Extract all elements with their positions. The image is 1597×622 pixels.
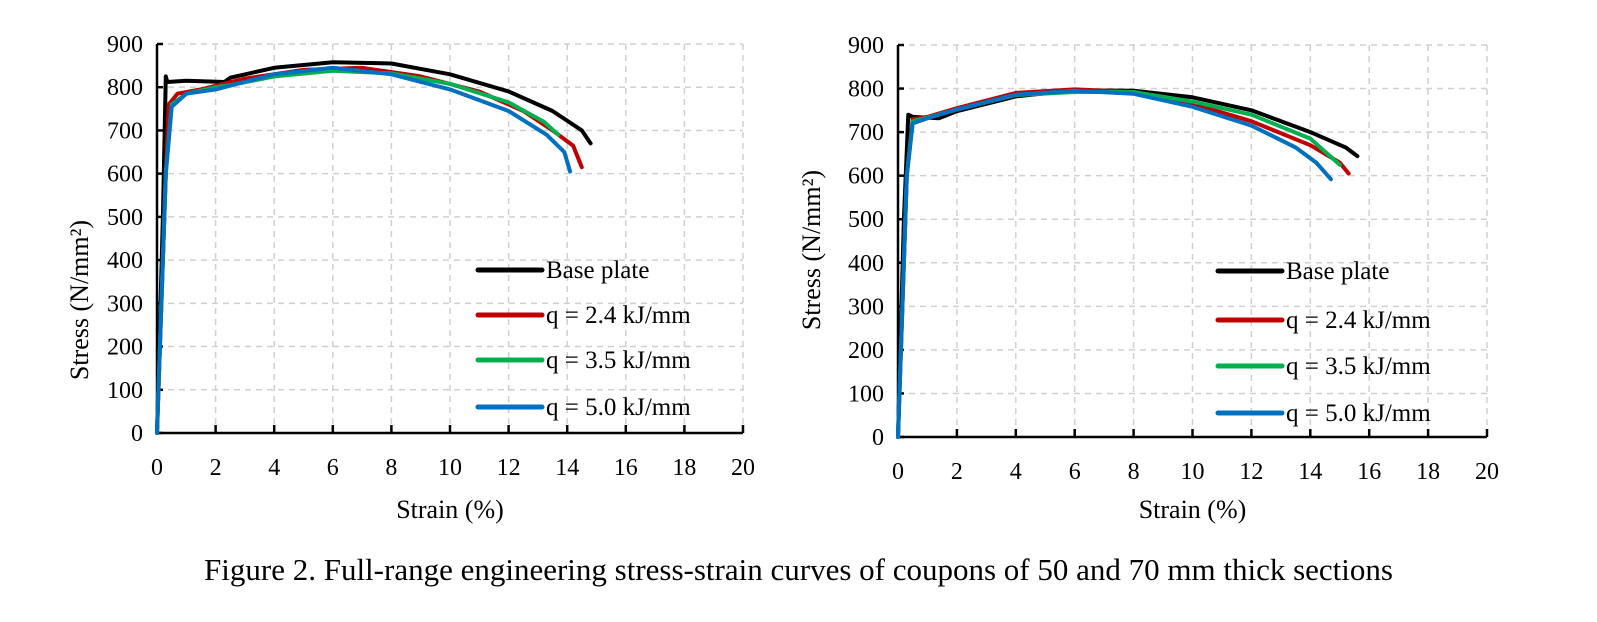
series-line-2 xyxy=(155,65,584,435)
series-line-3 xyxy=(896,90,1342,439)
y-tick-label: 0 xyxy=(872,425,884,451)
x-tick-label: 18 xyxy=(1416,459,1440,485)
x-tick-label: 8 xyxy=(1128,459,1140,485)
x-tick-label: 20 xyxy=(1475,459,1499,485)
y-tick-label: 300 xyxy=(848,294,884,320)
x-tick-label: 2 xyxy=(951,459,963,485)
legend-label: q = 2.4 kJ/mm xyxy=(1286,307,1431,334)
x-tick-label: 6 xyxy=(1069,459,1081,485)
y-tick-label: 100 xyxy=(848,381,884,407)
series-line-4 xyxy=(896,88,1333,439)
y-axis-label: Stress (N/mm²) xyxy=(65,220,94,380)
y-tick-label: 700 xyxy=(848,120,884,146)
y-tick-label: 500 xyxy=(848,207,884,233)
y-tick-label: 900 xyxy=(107,32,143,58)
x-tick-label: 20 xyxy=(731,455,755,481)
chart-panel-1: 0 100 200 300 400 500 600 700 800 900 0 2 4 6 8 10 12 14 1… xyxy=(65,32,755,524)
x-tick-label: 4 xyxy=(1010,459,1022,485)
y-tick-label: 600 xyxy=(107,162,143,188)
x-tick-label: 16 xyxy=(1357,459,1381,485)
legend-label: Base plate xyxy=(1286,258,1389,285)
y-tick-label: 700 xyxy=(107,118,143,144)
x-tick-label: 10 xyxy=(1181,459,1205,485)
legend-label: q = 5.0 kJ/mm xyxy=(1286,400,1431,427)
legend: Base plate q = 2.4 kJ/mm q = 3.5 kJ/mm q = … xyxy=(475,257,691,421)
legend-label: Base plate xyxy=(546,257,649,284)
x-axis-label: Strain (%) xyxy=(396,495,504,524)
y-tick-label: 300 xyxy=(107,291,143,317)
series-line-4 xyxy=(155,65,573,435)
y-tick-label: 200 xyxy=(848,338,884,364)
y-tick-label: 500 xyxy=(107,205,143,231)
legend-label: q = 2.4 kJ/mm xyxy=(546,302,691,329)
x-tick-label: 0 xyxy=(892,459,904,485)
figure-caption: Figure 2. Full-range engineering stress-… xyxy=(204,552,1393,587)
x-tick-label: 0 xyxy=(151,455,163,481)
x-tick-label: 6 xyxy=(327,455,339,481)
y-tick-label: 900 xyxy=(848,33,884,59)
legend: Base plate q = 2.4 kJ/mm q = 3.5 kJ/mm q = … xyxy=(1215,258,1431,427)
y-axis-label: Stress (N/mm²) xyxy=(797,170,826,330)
x-tick-label: 14 xyxy=(1298,459,1322,485)
y-tick-label: 400 xyxy=(107,248,143,274)
x-axis-label: Strain (%) xyxy=(1139,495,1247,524)
x-tick-label: 12 xyxy=(1239,459,1263,485)
y-tick-label: 0 xyxy=(131,421,143,447)
x-tick-label: 8 xyxy=(385,455,397,481)
x-tick-label: 14 xyxy=(555,455,579,481)
y-tick-label: 600 xyxy=(848,164,884,190)
x-tick-label: 16 xyxy=(614,455,638,481)
series-line-1 xyxy=(155,60,593,435)
x-tick-label: 12 xyxy=(497,455,521,481)
legend-label: q = 3.5 kJ/mm xyxy=(546,347,691,374)
y-tick-label: 800 xyxy=(107,75,143,101)
y-tick-label: 800 xyxy=(848,77,884,103)
x-tick-label: 10 xyxy=(438,455,462,481)
y-tick-label: 200 xyxy=(107,335,143,361)
y-tick-label: 400 xyxy=(848,251,884,277)
x-tick-label: 4 xyxy=(268,455,280,481)
legend-label: q = 3.5 kJ/mm xyxy=(1286,353,1431,380)
x-tick-label: 2 xyxy=(210,455,222,481)
x-tick-label: 18 xyxy=(672,455,696,481)
chart-panel-2: 0 100 200 300 400 500 600 700 800 900 0 2 4 6 8 10 12 14 1… xyxy=(797,33,1499,524)
y-tick-label: 100 xyxy=(107,378,143,404)
series-line-3 xyxy=(155,68,561,435)
legend-label: q = 5.0 kJ/mm xyxy=(546,394,691,421)
